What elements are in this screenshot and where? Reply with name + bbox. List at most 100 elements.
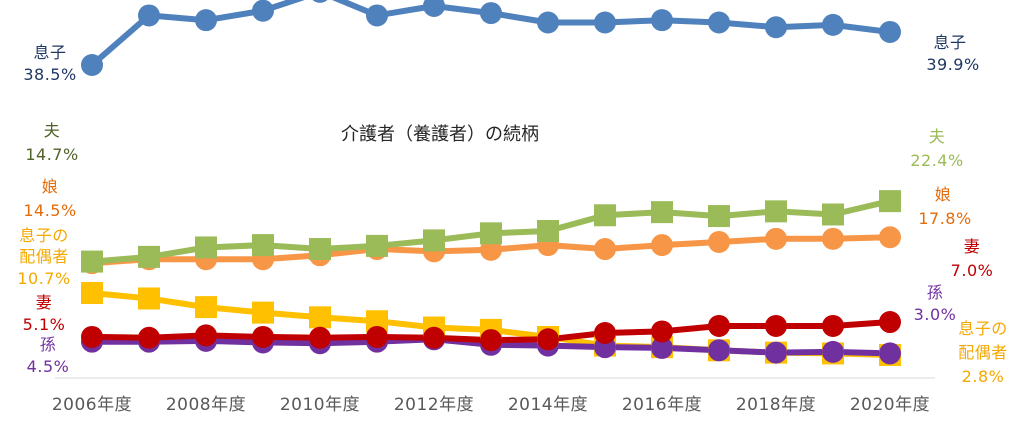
- data-point: [594, 238, 616, 261]
- data-point: [252, 0, 274, 22]
- series-label-start: 息子: [33, 43, 66, 62]
- x-tick-label: 2014年度: [508, 395, 588, 415]
- data-point: [708, 205, 730, 228]
- x-tick-label: 2008年度: [166, 395, 246, 415]
- series-value-start: 5.1%: [23, 315, 66, 334]
- data-point: [537, 11, 559, 34]
- series-label-start: 夫: [44, 121, 61, 140]
- series-value-end: 2.8%: [962, 367, 1005, 386]
- data-point: [81, 250, 103, 273]
- data-point: [195, 324, 217, 347]
- data-point: [138, 326, 160, 349]
- data-point: [81, 325, 103, 348]
- data-point: [81, 54, 103, 76]
- data-point: [537, 328, 559, 351]
- data-point: [822, 203, 844, 226]
- data-point: [651, 320, 673, 343]
- data-point: [195, 236, 217, 259]
- series-label-start: 息子の: [19, 226, 69, 245]
- data-point: [879, 226, 901, 249]
- data-point: [765, 341, 787, 364]
- data-point: [879, 311, 901, 334]
- data-point: [366, 325, 388, 348]
- series-label-end: 息子の: [958, 319, 1008, 338]
- series-label-end: 夫: [929, 127, 946, 146]
- data-point: [822, 314, 844, 337]
- data-point: [651, 336, 673, 359]
- data-point: [309, 238, 331, 261]
- data-point: [765, 227, 787, 250]
- data-point: [879, 20, 901, 43]
- data-point: [651, 201, 673, 224]
- x-tick-label: 2020年度: [850, 395, 930, 415]
- series-end-labels: 息子38.5%夫14.7%娘14.5%息子の配偶者10.7%妻5.1%孫4.5%…: [17, 33, 1007, 386]
- series-label-start: 孫: [40, 335, 57, 354]
- x-axis-tick-labels: 2006年度 2008年度 2010年度 2012年度 2014年度 2016年度 2018…: [52, 395, 930, 415]
- series-value-start: 14.5%: [23, 201, 76, 220]
- series-value-end: 17.8%: [918, 209, 971, 228]
- data-point: [423, 0, 445, 17]
- series-label-start: 配偶者: [19, 247, 69, 266]
- series-value-start: 4.5%: [27, 357, 70, 376]
- data-point: [480, 329, 502, 352]
- x-tick-label: 2012年度: [394, 395, 474, 415]
- data-point: [312, 0, 328, 3]
- data-point: [138, 287, 160, 310]
- x-tick-label: 2016年度: [622, 395, 702, 415]
- data-point: [423, 326, 445, 349]
- data-point: [366, 310, 388, 333]
- data-point: [252, 301, 274, 324]
- data-point: [879, 342, 901, 365]
- data-point: [822, 13, 844, 36]
- data-point: [81, 281, 103, 304]
- data-point: [252, 234, 274, 257]
- series-value-start: 10.7%: [17, 269, 70, 288]
- series-value-end: 22.4%: [910, 151, 963, 170]
- data-point: [594, 204, 616, 227]
- x-tick-label: 2018年度: [736, 395, 816, 415]
- data-point: [708, 11, 730, 34]
- data-point: [651, 234, 673, 257]
- chart-title: 介護者（養護者）の続柄: [341, 124, 539, 145]
- data-point: [594, 322, 616, 345]
- series-label-end: 妻: [964, 237, 981, 256]
- series-value-end: 39.9%: [926, 55, 979, 74]
- series-label-start: 娘: [42, 177, 59, 196]
- x-tick-label: 2006年度: [52, 395, 132, 415]
- series-label-start: 妻: [36, 293, 53, 312]
- data-point: [309, 306, 331, 329]
- series-markers: [81, 0, 901, 366]
- data-point: [765, 16, 787, 39]
- data-point: [252, 325, 274, 348]
- series-value-end: 7.0%: [951, 261, 994, 280]
- data-point: [423, 229, 445, 252]
- data-point: [537, 219, 559, 242]
- series-label-end: 息子: [933, 33, 966, 52]
- data-point: [309, 326, 331, 349]
- data-point: [480, 2, 502, 25]
- data-point: [765, 200, 787, 223]
- data-point: [480, 222, 502, 245]
- series-value-start: 38.5%: [23, 65, 76, 84]
- data-point: [822, 340, 844, 363]
- data-point: [708, 339, 730, 362]
- data-point: [765, 314, 787, 337]
- x-tick-label: 2010年度: [280, 395, 360, 415]
- data-point: [708, 314, 730, 337]
- data-point: [708, 230, 730, 253]
- data-point: [822, 227, 844, 250]
- data-point: [366, 234, 388, 257]
- data-point: [138, 4, 160, 27]
- data-point: [651, 9, 673, 32]
- data-point: [138, 245, 160, 268]
- data-point: [879, 190, 901, 213]
- series-value-start: 14.7%: [25, 145, 78, 164]
- series-label-end: 配偶者: [958, 343, 1008, 362]
- data-point: [195, 296, 217, 319]
- series-label-end: 娘: [935, 185, 952, 204]
- data-point: [594, 11, 616, 34]
- series-value-end: 3.0%: [914, 305, 957, 324]
- series-label-end: 孫: [927, 283, 944, 302]
- data-point: [366, 4, 388, 27]
